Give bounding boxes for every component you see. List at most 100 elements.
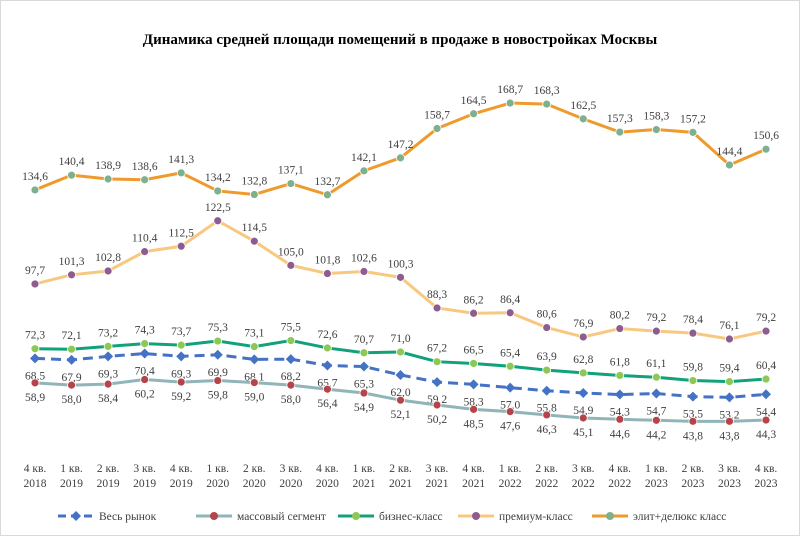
data-label: 144,4 [717,146,743,158]
data-label: 65,3 [354,379,374,391]
data-point [103,266,113,276]
data-point [688,416,698,426]
data-label: 157,3 [607,113,633,125]
data-point [103,342,113,351]
data-label: 137,1 [278,165,304,177]
data-label: 86,4 [500,294,520,306]
series-3: 97,7 101,3 102,8 110,4 112,5 122,5 114,5 105,0 1… [25,202,776,344]
data-point [176,168,186,178]
data-point [395,369,406,380]
series-line [34,352,767,399]
data-point [725,160,734,170]
x-tick-label: 4 кв. 2018 [24,463,47,490]
x-tick-label: 4 кв. 2022 [608,463,631,490]
data-label: 76,9 [573,318,593,330]
data-label: 68,2 [281,371,301,383]
x-tick-label: 3 кв. 2022 [572,463,595,490]
data-point [286,380,296,390]
data-label: 80,6 [537,309,557,321]
legend-item-3: премиум-класс [458,511,573,523]
data-point [322,190,332,200]
data-label: 44,3 [756,429,776,441]
data-point [249,190,259,199]
data-label: 43,8 [683,430,703,442]
data-point [358,361,369,372]
data-point [469,404,479,414]
data-point [322,343,332,353]
data-point [505,361,515,371]
data-point [322,360,333,371]
x-tick-label: 3 кв. 2020 [279,463,302,490]
data-point [725,377,734,386]
data-point [578,368,588,378]
data-point [322,269,332,278]
data-point [687,391,698,402]
data-point [432,357,442,367]
data-label: 67,2 [427,343,447,355]
data-point [542,323,552,332]
data-point [541,385,552,396]
data-point [578,114,588,124]
data-label: 88,3 [427,289,447,301]
data-label: 140,4 [59,156,85,168]
data-label: 59,2 [171,391,191,403]
data-label: 54,9 [573,405,593,417]
data-point [140,375,150,384]
data-point [322,384,332,394]
data-label: 72,1 [61,330,81,342]
x-tick-label: 1 кв. 2022 [499,463,522,490]
data-point [249,236,259,246]
data-label: 102,8 [95,252,121,264]
legend-item-4: элит+делюкс класс [592,511,726,523]
data-label: 75,5 [281,322,301,334]
legend-item-0: Весь рынок [58,511,157,523]
data-point [140,247,150,257]
data-point [66,354,77,365]
series-1: 58,9 58,0 58,4 60,2 59,2 59,8 59,0 58,0 56,4 54,9… [25,375,776,442]
data-label: 53,5 [683,409,703,421]
series-0: 68,5 67,9 69,3 70,4 69,3 69,9 68,1 68,2 65,7 65,3… [25,348,776,421]
data-point [286,336,296,345]
data-point [761,415,771,425]
data-label: 52,1 [390,409,410,421]
data-label: 57,0 [500,400,520,412]
data-label: 78,4 [683,314,703,326]
data-point [396,153,405,163]
data-point [761,374,771,384]
legend-label: Весь рынок [99,511,157,523]
data-label: 54,4 [756,406,776,418]
data-point [396,272,405,282]
data-label: 47,6 [500,421,520,433]
data-point [103,351,114,362]
data-label: 74,3 [135,325,155,337]
data-point [67,270,76,280]
data-label: 50,2 [427,414,447,426]
data-point [176,241,186,251]
data-label: 138,9 [95,160,121,172]
data-point [176,340,186,350]
x-tick-label: 1 кв. 2021 [352,463,375,490]
data-label: 168,7 [497,84,523,96]
data-label: 76,1 [719,320,739,332]
data-label: 58,0 [61,394,81,406]
data-point [688,376,698,385]
data-label: 73,1 [244,328,264,340]
data-label: 60,4 [756,360,776,372]
data-label: 75,3 [208,322,228,334]
data-label: 58,3 [464,396,484,408]
data-label: 110,4 [132,233,158,245]
data-label: 65,7 [317,378,337,390]
data-label: 73,2 [98,327,118,339]
data-label: 80,2 [610,310,630,322]
data-label: 72,3 [25,330,45,342]
data-point [615,414,625,424]
data-label: 102,6 [351,252,377,264]
data-point [542,99,552,109]
data-label: 158,7 [424,110,450,122]
data-point [285,354,296,365]
data-label: 68,5 [25,370,45,382]
data-label: 59,8 [208,390,228,402]
data-point [249,378,259,387]
legend-marker [71,511,81,521]
data-point [688,328,698,338]
